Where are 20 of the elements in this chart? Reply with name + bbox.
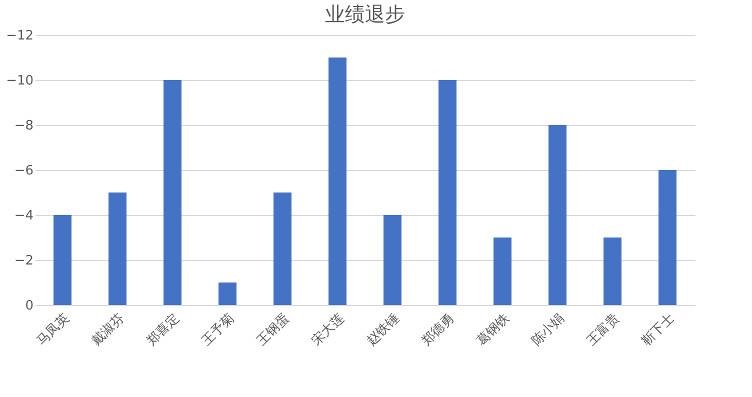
x-tick-label: 王予菊 (199, 310, 238, 349)
x-tick-label: 郑德勇 (419, 310, 458, 349)
x-tick-label: 赵铁锤 (364, 310, 402, 349)
y-tick-label: −10 (6, 74, 34, 88)
x-tick-label: 葛钢铁 (474, 310, 512, 349)
x-tick-label: 陈小娟 (529, 310, 568, 349)
chart-title: 业绩退步 (325, 2, 405, 26)
x-tick-label: 宋大莲 (308, 310, 348, 349)
y-tick-label: 0 (25, 298, 34, 314)
y-tick-label: −2 (14, 254, 34, 268)
x-tick-label: 王钢蛋 (254, 310, 292, 349)
y-tick-label: −8 (14, 118, 34, 134)
x-tick-label: 王富贵 (584, 310, 622, 349)
x-tick-label: 郑喜定 (144, 310, 182, 349)
y-tick-label: −6 (14, 164, 34, 178)
x-tick-label: 戴淑芬 (89, 310, 128, 349)
x-tick-label: 马凤英 (34, 310, 72, 349)
x-tick-label: 靳下士 (639, 310, 678, 349)
y-tick-label: −12 (6, 28, 34, 44)
y-tick-label: −4 (14, 208, 34, 224)
